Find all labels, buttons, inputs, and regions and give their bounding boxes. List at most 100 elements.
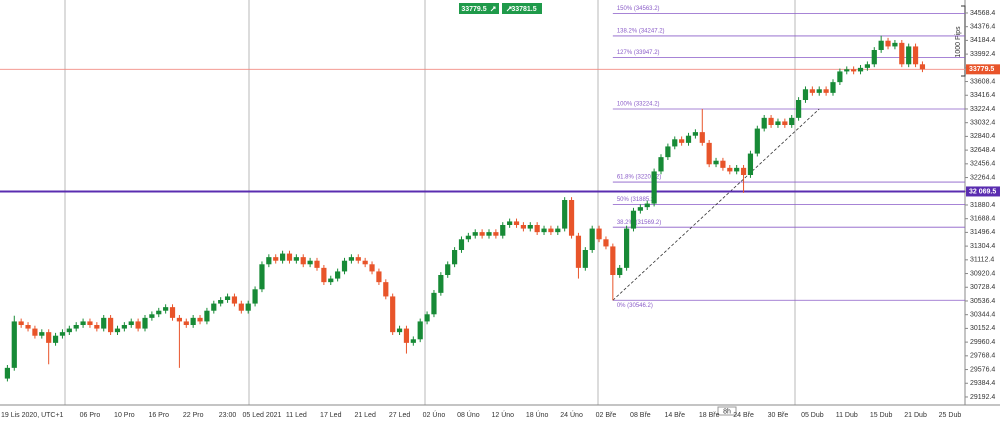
- fib-label: 100% (33224.2): [617, 102, 660, 108]
- candle-body: [149, 314, 155, 318]
- candle-body: [403, 328, 410, 343]
- x-tick-label: 18 Bře: [699, 412, 720, 419]
- y-tick-label: 30728.4: [970, 284, 995, 291]
- x-tick-label: 11 Led: [286, 412, 307, 419]
- candle-body: [534, 225, 540, 233]
- y-tick-label: 34376.4: [970, 24, 995, 31]
- candle-body: [314, 260, 320, 268]
- arrow-icon: [506, 6, 512, 12]
- x-tick-label: 25 Dub: [939, 412, 962, 419]
- fib-label: 50% (31885.2): [617, 197, 656, 203]
- candle-body: [383, 282, 389, 297]
- candle-body: [169, 307, 176, 318]
- y-tick-label: 33032.4: [970, 120, 995, 127]
- x-tick-label: 16 Pro: [148, 412, 169, 419]
- candle-body: [624, 228, 630, 268]
- candle-body: [740, 167, 747, 175]
- y-tick-label: 33416.4: [970, 92, 995, 99]
- candle-body: [369, 264, 375, 272]
- candle-body: [472, 232, 478, 236]
- candle-body: [775, 121, 781, 125]
- candle-body: [452, 250, 458, 265]
- candle-body: [245, 303, 251, 311]
- level-box-label: 32 069.5: [969, 188, 996, 195]
- candle-body: [176, 317, 182, 322]
- candle-body: [335, 271, 341, 279]
- candle-body: [830, 82, 836, 93]
- candle-body: [4, 367, 10, 379]
- candle-body: [458, 239, 465, 250]
- candle-body: [802, 89, 809, 100]
- y-tick-label: 32840.4: [970, 133, 995, 140]
- x-tick-label: 14 Bře: [664, 412, 685, 419]
- x-tick-label: 23:00: [219, 412, 237, 419]
- bid-button[interactable]: [459, 3, 499, 14]
- candle-body: [190, 317, 196, 325]
- candle-body: [768, 117, 774, 125]
- candle-body: [348, 257, 354, 261]
- pips-label: 1000 Pips: [955, 26, 962, 58]
- candle-body: [46, 332, 52, 343]
- candle-body: [747, 153, 754, 175]
- candle-body: [307, 260, 313, 265]
- candle-body: [362, 260, 368, 265]
- candle-body: [259, 264, 265, 290]
- y-tick-label: 29768.4: [970, 353, 995, 360]
- candle-body: [163, 307, 169, 311]
- candle-body: [142, 317, 148, 329]
- candle-body: [438, 275, 444, 293]
- candle-body: [734, 167, 740, 172]
- x-tick-label: 22 Pro: [183, 412, 204, 419]
- timeframe: 8h: [723, 408, 731, 415]
- candle-body: [899, 42, 905, 65]
- ask-price: 33781.5: [511, 6, 536, 13]
- candle-body: [912, 46, 919, 65]
- candle-body: [128, 321, 134, 325]
- y-tick-label: 29960.4: [970, 339, 995, 346]
- candle-body: [720, 160, 726, 168]
- x-tick-label: 18 Úno: [526, 410, 549, 419]
- y-tick-label: 30920.4: [970, 270, 995, 277]
- y-tick-label: 31496.4: [970, 229, 995, 236]
- candle-body: [11, 321, 17, 368]
- candle-body: [527, 225, 533, 229]
- candle-body: [562, 200, 568, 229]
- x-tick-label: 08 Bře: [630, 412, 651, 419]
- price-box-label: 33779.5: [969, 66, 994, 73]
- x-tick-label: 12 Úno: [491, 410, 514, 419]
- ask-button[interactable]: [502, 3, 542, 14]
- level-box: [966, 186, 1000, 197]
- trend-line: [612, 108, 820, 301]
- candle-body: [445, 264, 451, 275]
- candle-body: [630, 210, 637, 229]
- x-tick-label: 21 Led: [354, 412, 376, 419]
- candle-body: [789, 117, 795, 125]
- candle-body: [156, 310, 162, 315]
- candle-body: [197, 317, 203, 322]
- candle-body: [672, 139, 678, 147]
- candle-body: [520, 225, 526, 229]
- candle-body: [376, 271, 382, 283]
- candle-body: [321, 267, 327, 283]
- arrow-icon: [490, 6, 496, 12]
- candle-body: [431, 292, 437, 315]
- fib-label: 38.2% (31569.2): [617, 220, 661, 226]
- candle-body: [18, 321, 24, 325]
- fib-label: 127% (33947.2): [617, 50, 660, 56]
- candle-body: [135, 321, 141, 329]
- y-tick-label: 31688.4: [970, 216, 995, 223]
- candle-body: [114, 328, 121, 333]
- separators: [64, 0, 796, 405]
- candle-body: [796, 100, 802, 118]
- candle-body: [603, 239, 609, 247]
- candle-body: [857, 67, 864, 72]
- x-tick-label: 17 Led: [320, 412, 342, 419]
- candle-body: [575, 235, 582, 268]
- candle-body: [293, 257, 299, 261]
- candle-body: [665, 146, 671, 158]
- price-box: [966, 64, 1000, 75]
- fib-label: 0% (30546.2): [617, 303, 653, 309]
- x-tick-label: 02 Úno: [423, 410, 446, 419]
- bid-price: 33779.5: [461, 6, 486, 13]
